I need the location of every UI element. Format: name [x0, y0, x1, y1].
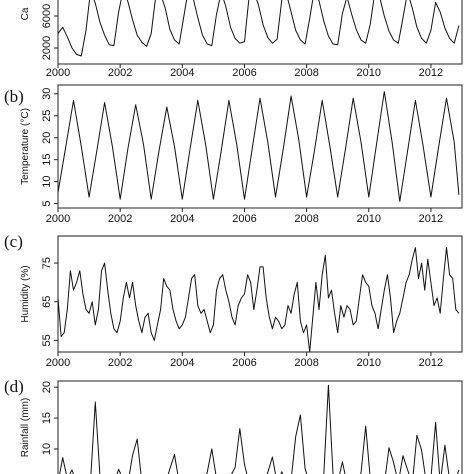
plot-frame [57, 235, 463, 353]
x-tick-label: 2004 [170, 357, 194, 369]
y-tick-label: 2000 [41, 36, 53, 60]
x-tick-label: 2004 [170, 213, 194, 225]
panel-rainfall: 5101520Rainfall (mm)(d) [4, 377, 463, 474]
series-line [57, 91, 460, 202]
x-tick-label: 2012 [419, 67, 443, 79]
plot-frame [57, 380, 463, 474]
x-tick-label: 2012 [419, 357, 443, 369]
x-tick-label: 2002 [108, 357, 132, 369]
y-tick-label: 55 [41, 334, 53, 346]
x-tick-label: 2008 [294, 213, 318, 225]
x-tick-label: 2010 [357, 357, 381, 369]
y-tick-label: 30 [41, 88, 53, 100]
y-tick-label: 65 [41, 296, 53, 308]
plot-frame [57, 0, 463, 65]
x-tick-label: 2002 [108, 213, 132, 225]
x-tick-label: 2012 [419, 213, 443, 225]
y-tick-label: 75 [41, 257, 53, 269]
y-tick-label: 10 [41, 443, 53, 455]
y-axis-title: Rainfall (mm) [20, 398, 31, 457]
x-tick-label: 2004 [170, 67, 194, 79]
x-tick-label: 2000 [46, 357, 70, 369]
x-tick-label: 2008 [294, 67, 318, 79]
series-line [59, 384, 460, 474]
y-tick-label: 20 [41, 381, 53, 393]
panel-label: (b) [4, 87, 24, 106]
panel-calcium: 2000 2002 2004 2006 2008 2010 2012 2000 6000 Ca [20, 0, 463, 79]
x-tick-label: 2010 [357, 67, 381, 79]
y-tick-label: 25 [41, 110, 53, 122]
x-tick-label: 2008 [294, 357, 318, 369]
series-line [57, 247, 460, 353]
x-tick-label: 2006 [232, 67, 256, 79]
series-line [57, 0, 460, 57]
x-tick-label: 2006 [232, 213, 256, 225]
x-tick-label: 2010 [357, 213, 381, 225]
y-tick-label: 10 [41, 176, 53, 188]
x-tick-label: 2006 [232, 357, 256, 369]
plot-frame [57, 84, 463, 209]
x-tick-label: 2002 [108, 67, 132, 79]
y-tick-label: 20 [41, 132, 53, 144]
panel-label: (c) [4, 232, 23, 251]
y-tick-label: 15 [41, 412, 53, 424]
panel-temperature: 2000 2002 2004 2006 2008 2010 2012 5 10 15 20 25 30 T… [4, 84, 463, 225]
y-tick-label: 15 [41, 154, 53, 166]
x-tick-label: 2000 [46, 67, 70, 79]
y-tick-label: 5 [41, 201, 53, 207]
y-axis-title: Ca [20, 7, 31, 20]
y-tick-label: 6000 [41, 4, 53, 28]
panel-humidity: 2000 2002 2004 2006 2008 2010 2012 55 65 75 Humidi… [4, 232, 463, 369]
x-tick-label: 2000 [46, 213, 70, 225]
y-axis-title: Temperature (°C) [20, 108, 31, 185]
y-axis-title: Humidity (%) [20, 265, 31, 322]
panel-label: (d) [4, 377, 24, 396]
